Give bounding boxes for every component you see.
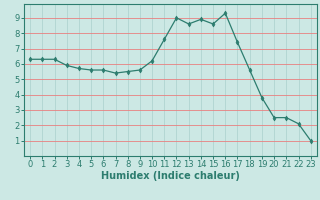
X-axis label: Humidex (Indice chaleur): Humidex (Indice chaleur): [101, 171, 240, 181]
